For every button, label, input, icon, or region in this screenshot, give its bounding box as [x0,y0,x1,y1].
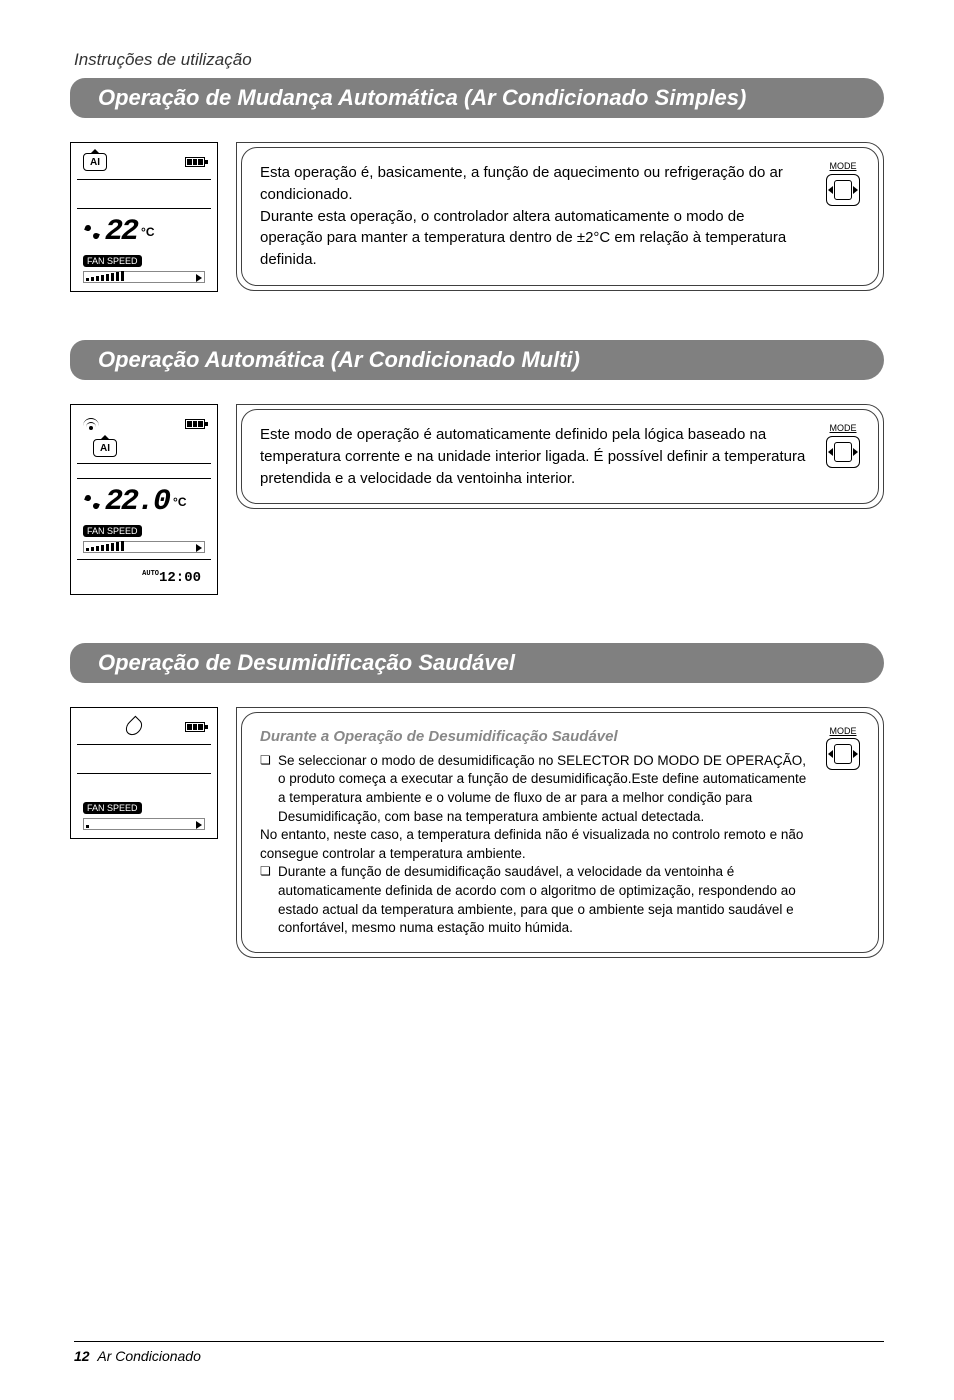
page-footer: 12 Ar Condicionado [74,1341,884,1364]
fanspeed-label: FAN SPEED [83,525,142,537]
ai-mode-icon: AI [93,439,117,457]
fanspeed-bars [83,541,205,553]
callout-text: Durante esta operação, o controlador alt… [260,206,808,271]
section-title-bar: Operação Automática (Ar Condicionado Mul… [70,340,884,384]
section-auto-change: Operação de Mudança Automática (Ar Condi… [70,78,884,292]
section-title: Operação Automática (Ar Condicionado Mul… [70,340,884,380]
info-callout: MODE Esta operação é, basicamente, a fun… [236,142,884,291]
remote-display: AI 22 °C FAN SPEED [70,142,218,292]
info-callout: MODE Durante a Operação de Desumidificaç… [236,707,884,958]
callout-subtitle: Durante a Operação de Desumidificação Sa… [260,727,808,748]
section-dehumidify: Operação de Desumidificação Saudável FAN… [70,643,884,958]
remote-display: AI 22.0 °C FAN SPEED [70,404,218,595]
fanspeed-label: FAN SPEED [83,802,142,814]
remote-display: FAN SPEED [70,707,218,839]
battery-icon [185,157,205,167]
section-title-bar: Operação de Desumidificação Saudável [70,643,884,687]
battery-icon [185,419,205,429]
fanspeed-bars [83,271,205,283]
mode-button-illustration: MODE [826,160,860,206]
fanspeed-label: FAN SPEED [83,255,142,267]
callout-text: Esta operação é, basicamente, a função d… [260,162,808,206]
signal-icon [83,418,99,430]
section-title-bar: Operação de Mudança Automática (Ar Condi… [70,78,884,122]
temp-unit: °C [141,225,154,239]
temp-value: 22 [105,215,137,249]
temp-value: 22.0 [105,485,169,519]
footer-label: Ar Condicionado [97,1348,201,1364]
fanspeed-bars [83,818,205,830]
callout-text: Este modo de operação é automaticamente … [260,424,808,489]
ai-mode-icon: AI [83,153,107,171]
mode-button-illustration: MODE [826,725,860,770]
doc-header: Instruções de utilização [70,50,884,70]
info-callout: MODE Este modo de operação é automaticam… [236,404,884,509]
temp-unit: °C [173,495,186,509]
fan-icon [85,225,99,239]
callout-text: No entanto, neste caso, a temperatura de… [260,826,808,863]
callout-bullet: Durante a função de desumidificação saud… [260,863,808,938]
section-title: Operação de Mudança Automática (Ar Condi… [70,78,884,118]
battery-icon [185,722,205,732]
dehumidify-icon [123,716,146,739]
clock-row: AUTO12:00 [77,564,211,586]
mode-button-illustration: MODE [826,422,860,468]
section-auto-multi: Operação Automática (Ar Condicionado Mul… [70,340,884,595]
section-title: Operação de Desumidificação Saudável [70,643,884,683]
callout-bullet: Se seleccionar o modo de desumidificação… [260,752,808,827]
page-number: 12 [74,1348,90,1364]
fan-icon [85,495,99,509]
